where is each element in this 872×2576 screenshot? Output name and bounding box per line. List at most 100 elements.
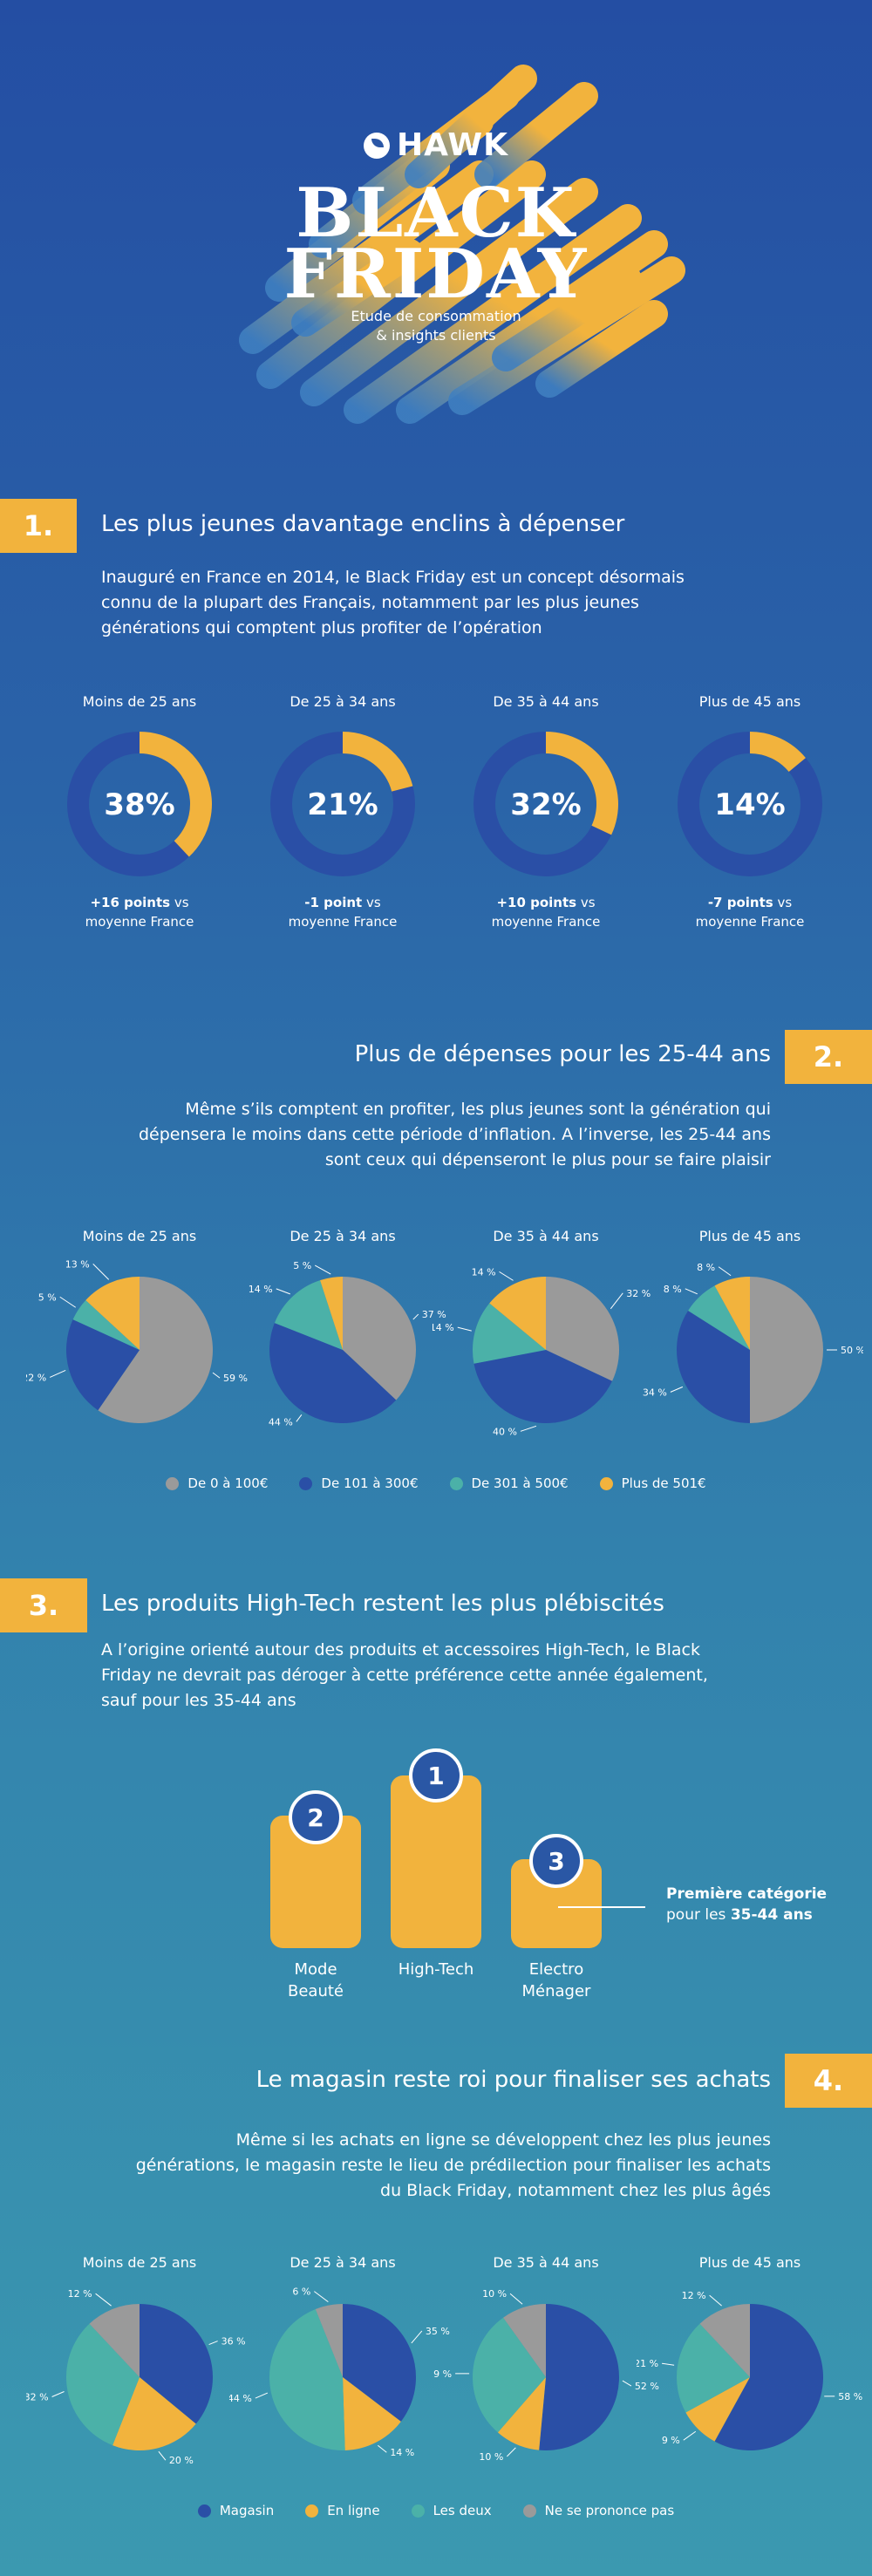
pie-slice-label: 14 % (433, 1322, 454, 1333)
delta-rest: vs (362, 895, 381, 910)
donut-delta-caption: +16 points vs moyenne France (52, 893, 227, 931)
hero-stripe (291, 239, 424, 337)
pie-slice-label: 22 % (26, 1372, 46, 1383)
pie-slice-label: 8 % (697, 1262, 715, 1273)
section-1-title: Les plus jeunes davantage enclins à dépe… (101, 511, 625, 537)
legend-label: Magasin (219, 2503, 275, 2518)
hero-stripe (239, 160, 494, 354)
delta-line: -1 point vs (255, 893, 430, 912)
hero-stripe (344, 204, 642, 424)
pie-slice (714, 1277, 750, 1350)
pie-slice-label: 14 % (390, 2447, 414, 2458)
donut-delta-caption: -1 point vs moyenne France (255, 893, 430, 931)
legend-item: Les deux (411, 2503, 492, 2518)
pie-slice-label: 13 % (65, 1258, 90, 1270)
legend-item: De 101 à 300€ (299, 1475, 419, 1491)
podium-label-line: Beauté (288, 1982, 344, 2000)
hero-banner: HAWK BLACK FRIDAY Etude de consommation … (0, 0, 872, 453)
pie-chart: 52 % 10 % 29 % 10 % (433, 2288, 659, 2463)
legend-item: De 301 à 500€ (449, 1475, 569, 1491)
pie-chart: 37 % 44 % 14 % 5 % (249, 1260, 446, 1428)
pie-slice-label: 5 % (293, 1260, 311, 1271)
pie-leader-line (296, 1414, 303, 1422)
age-group-label: Moins de 25 ans (82, 2254, 197, 2271)
pie-slice (539, 2304, 620, 2450)
section-3-body: A l’origine orienté autour des produits … (101, 1638, 708, 1714)
pie-leader-line (314, 1264, 331, 1275)
section-3-body-line: Friday ne devrait pas déroger à cette pr… (101, 1666, 708, 1685)
section-1-body-line: connu de la plupart des Français, notamm… (101, 593, 639, 612)
pie-slice (98, 1277, 213, 1423)
pie-leader-line (457, 1326, 472, 1332)
pie-slice-label: 20 % (169, 2455, 194, 2466)
hero-subtitle-line2: & insights clients (376, 327, 496, 344)
legend-swatch (411, 2504, 425, 2518)
pie-slice (66, 1319, 140, 1411)
section-4-body-line: Même si les achats en ligne se développe… (235, 2130, 771, 2150)
pie-leader-line (92, 1264, 110, 1280)
age-group-label: De 25 à 34 ans (290, 2254, 396, 2271)
pie-slice (66, 2323, 140, 2446)
section-3-title: Les produits High-Tech restent les plus … (101, 1591, 664, 1617)
age-group-label: Plus de 45 ans (698, 2254, 801, 2271)
pie-slice-label: 59 % (223, 1373, 248, 1384)
section-2-body-line: Même s’ils comptent en profiter, les plu… (185, 1100, 771, 1119)
pie-leader-line (718, 1266, 732, 1277)
podium-label: Mode Beauté (255, 1959, 377, 2002)
legend-swatch (599, 1476, 613, 1490)
pie-leader-line (622, 2380, 632, 2387)
pie-leader-line (412, 1313, 419, 1320)
pie-leader-line (255, 2392, 269, 2399)
donut-value-arc (140, 732, 212, 857)
delta-line: +16 points vs (52, 893, 227, 912)
age-group-label: De 25 à 34 ans (290, 1228, 396, 1244)
pie-slice-label: 40 % (493, 1426, 517, 1437)
pie-slice-label: 29 % (433, 2368, 452, 2380)
pie-slice-label: 14 % (472, 1266, 496, 1278)
section-4-body-line: du Black Friday, notamment chez les plus… (380, 2181, 771, 2200)
pie-slice-label: 58 % (838, 2391, 862, 2402)
legend-item: Ne se prononce pas (522, 2503, 675, 2518)
pie-slice (72, 1300, 140, 1350)
podium-rank-badge: 2 (289, 1790, 343, 1844)
legend-item: Plus de 501€ (599, 1475, 706, 1491)
pie-slice-label: 35 % (426, 2326, 450, 2337)
section-2-title: Plus de dépenses pour les 25-44 ans (354, 1041, 771, 1067)
pie-slice-label: 52 % (635, 2381, 659, 2392)
legend-item: En ligne (305, 2503, 380, 2518)
legend-swatch (299, 1476, 313, 1490)
legend-swatch (197, 2504, 211, 2518)
section-1-body-line: générations qui comptent plus profiter d… (101, 618, 542, 637)
pie-slice (320, 1277, 343, 1350)
pie-leader-line (208, 2341, 218, 2345)
pie-slice (750, 1277, 823, 1423)
age-group-label: Plus de 45 ans (698, 1228, 801, 1244)
legend-label: Ne se prononce pas (544, 2503, 675, 2518)
pie-slice-label: 10 % (482, 2288, 507, 2300)
delta-bold: +10 points (496, 895, 577, 910)
hero-stripes (239, 65, 685, 424)
pie-slice (473, 2317, 546, 2433)
delta-bold: -1 point (304, 895, 363, 910)
pie-slice (343, 2304, 416, 2422)
delta-rest: vs (773, 895, 793, 910)
pie-slice-label: 9 % (662, 2435, 680, 2446)
pie-chart: 58 % 9 % 21 % 12 % (637, 2290, 862, 2450)
pie-leader-line (610, 1292, 623, 1310)
age-group-label: De 35 à 44 ans (493, 2254, 599, 2271)
pie-slice-label: 37 % (422, 1309, 446, 1320)
pie-leader-line (59, 1296, 77, 1308)
delta-line2: moyenne France (288, 914, 398, 930)
hawk-logo-icon (364, 133, 390, 159)
pie-leader-line (670, 1386, 684, 1393)
podium-label-line: High-Tech (398, 1960, 474, 1979)
pie-slice (497, 2377, 546, 2450)
age-group-label: Moins de 25 ans (82, 693, 197, 710)
hero-stripe (300, 178, 598, 406)
pie-chart: 32 % 40 % 14 % 14 % (433, 1266, 651, 1437)
hero-stripe (492, 265, 642, 371)
age-group-label: De 35 à 44 ans (493, 693, 599, 710)
pie-leader-line (411, 2330, 423, 2344)
brand-name: HAWK (397, 127, 508, 163)
section-1-body: Inauguré en France en 2014, le Black Fri… (101, 565, 685, 641)
